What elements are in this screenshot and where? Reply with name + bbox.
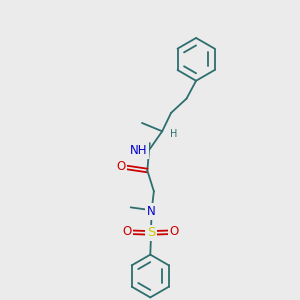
Text: S: S bbox=[147, 226, 155, 239]
Text: H: H bbox=[170, 129, 177, 139]
Text: O: O bbox=[122, 225, 132, 238]
Text: NH: NH bbox=[130, 144, 147, 157]
Text: O: O bbox=[169, 225, 179, 238]
Text: N: N bbox=[147, 205, 156, 218]
Text: O: O bbox=[116, 160, 126, 173]
